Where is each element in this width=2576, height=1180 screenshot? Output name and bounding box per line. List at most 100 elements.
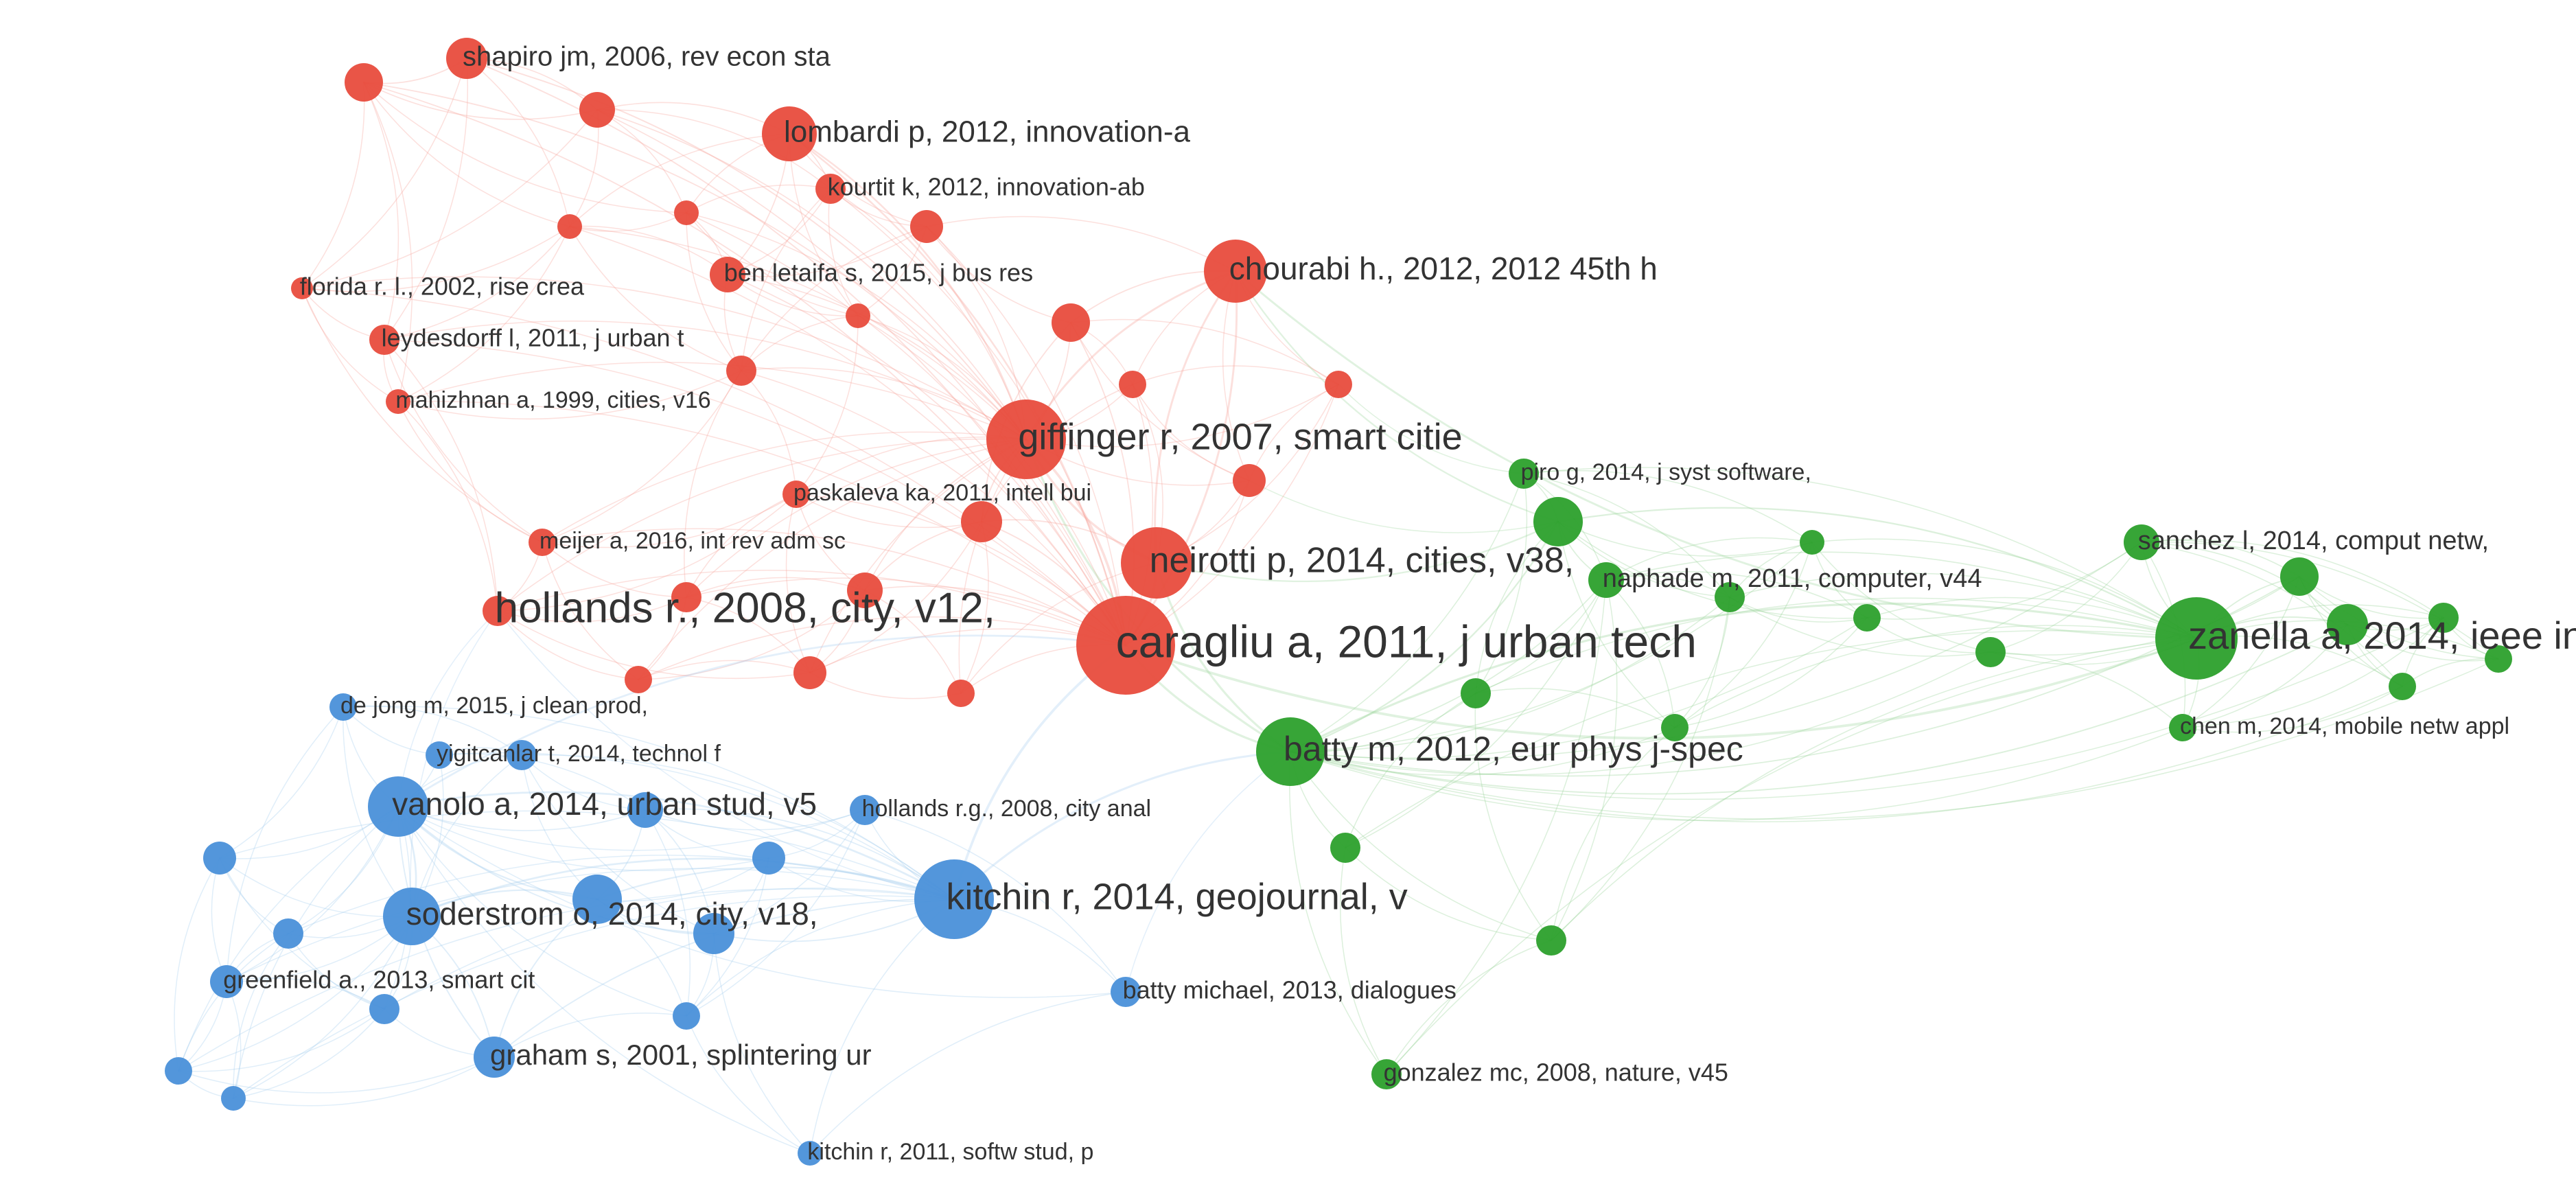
network-edge	[1290, 474, 1524, 752]
network-node[interactable]	[557, 214, 582, 239]
network-node[interactable]	[671, 582, 701, 612]
network-node[interactable]	[1853, 604, 1881, 632]
network-node[interactable]	[798, 1141, 822, 1166]
network-node[interactable]	[368, 776, 428, 837]
network-node[interactable]	[847, 572, 883, 608]
network-edge	[211, 858, 227, 982]
network-node[interactable]	[474, 1037, 515, 1078]
network-node[interactable]	[1715, 582, 1745, 612]
network-edge	[412, 755, 522, 916]
network-edge	[233, 1009, 384, 1098]
network-node[interactable]	[815, 174, 846, 204]
network-edge	[810, 673, 961, 699]
network-node[interactable]	[2327, 604, 2368, 645]
network-node[interactable]	[221, 1086, 246, 1111]
network-node[interactable]	[1588, 562, 1624, 598]
network-node[interactable]	[850, 795, 880, 825]
network-node[interactable]	[1119, 371, 1146, 398]
network-node[interactable]	[383, 888, 441, 945]
network-node[interactable]	[2280, 557, 2319, 596]
network-node[interactable]	[345, 63, 383, 102]
network-edge	[686, 577, 865, 597]
network-node[interactable]	[1536, 925, 1566, 956]
network-node[interactable]	[1461, 678, 1491, 708]
network-node[interactable]	[793, 656, 826, 689]
network-node[interactable]	[369, 994, 399, 1024]
network-node[interactable]	[2389, 673, 2416, 700]
network-node[interactable]	[2124, 524, 2159, 560]
network-edge	[2299, 577, 2444, 618]
network-node[interactable]	[203, 842, 236, 875]
network-node[interactable]	[910, 210, 943, 243]
network-node[interactable]	[1330, 833, 1360, 863]
network-node[interactable]	[1325, 371, 1352, 398]
network-node[interactable]	[1204, 240, 1267, 303]
network-edge	[227, 916, 412, 982]
network-node[interactable]	[1509, 459, 1539, 489]
network-edge	[233, 934, 288, 1098]
network-node[interactable]	[483, 596, 513, 626]
network-node[interactable]	[2169, 714, 2196, 741]
network-edge	[1290, 580, 1606, 752]
network-node[interactable]	[627, 792, 663, 828]
network-edge	[220, 858, 412, 917]
network-node[interactable]	[1800, 530, 1824, 555]
node-label: chourabi h., 2012, 2012 45th h	[1229, 251, 1658, 286]
network-node[interactable]	[579, 92, 615, 128]
network-node[interactable]	[674, 200, 699, 225]
network-edge	[1290, 542, 2142, 759]
network-node[interactable]	[572, 875, 622, 924]
network-node[interactable]	[1121, 527, 1192, 599]
network-node[interactable]	[273, 918, 303, 949]
network-node[interactable]	[1256, 717, 1325, 786]
network-edge	[384, 340, 498, 611]
node-label: kitchin r, 2011, softw stud, p	[807, 1139, 1093, 1165]
network-node[interactable]	[782, 481, 810, 508]
network-node[interactable]	[426, 741, 453, 769]
network-edge	[412, 859, 954, 916]
network-node[interactable]	[986, 400, 1066, 479]
network-node[interactable]	[693, 913, 734, 954]
network-node[interactable]	[752, 842, 785, 875]
network-node[interactable]	[1233, 464, 1266, 497]
network-node[interactable]	[947, 680, 975, 707]
network-node[interactable]	[210, 965, 243, 998]
network-node[interactable]	[762, 106, 817, 161]
network-node[interactable]	[2428, 603, 2459, 633]
network-node[interactable]	[529, 529, 556, 556]
network-node[interactable]	[1052, 303, 1090, 342]
network-node[interactable]	[1661, 714, 1689, 741]
network-edge	[1991, 652, 2183, 728]
network-edge	[542, 542, 686, 597]
network-edge	[684, 371, 741, 597]
network-node[interactable]	[625, 666, 652, 693]
network-node[interactable]	[673, 1002, 700, 1030]
network-edge	[728, 227, 927, 277]
network-edge	[302, 82, 364, 288]
network-node[interactable]	[914, 859, 994, 939]
network-node[interactable]	[1533, 497, 1583, 546]
network-edge	[302, 288, 542, 542]
network-edge	[927, 227, 1071, 323]
network-node[interactable]	[446, 38, 487, 79]
network-node[interactable]	[726, 356, 756, 386]
network-node[interactable]	[1076, 596, 1175, 695]
network-node[interactable]	[1975, 637, 2006, 667]
network-node[interactable]	[1371, 1059, 1402, 1089]
network-node[interactable]	[291, 277, 313, 299]
network-node[interactable]	[1111, 977, 1141, 1007]
network-node[interactable]	[507, 740, 537, 770]
network-node[interactable]	[961, 501, 1002, 542]
network-node[interactable]	[2155, 597, 2238, 680]
node-label: vanolo a, 2014, urban stud, v5	[392, 786, 817, 822]
network-edge	[364, 82, 1026, 439]
network-node[interactable]	[710, 257, 745, 292]
network-node[interactable]	[386, 389, 410, 414]
network-node[interactable]	[2485, 645, 2512, 673]
network-edge	[1386, 580, 1606, 1074]
network-node[interactable]	[165, 1057, 192, 1085]
network-node[interactable]	[369, 325, 399, 355]
network-node[interactable]	[846, 303, 870, 328]
network-node[interactable]	[329, 693, 357, 721]
network-edge	[686, 810, 865, 1016]
